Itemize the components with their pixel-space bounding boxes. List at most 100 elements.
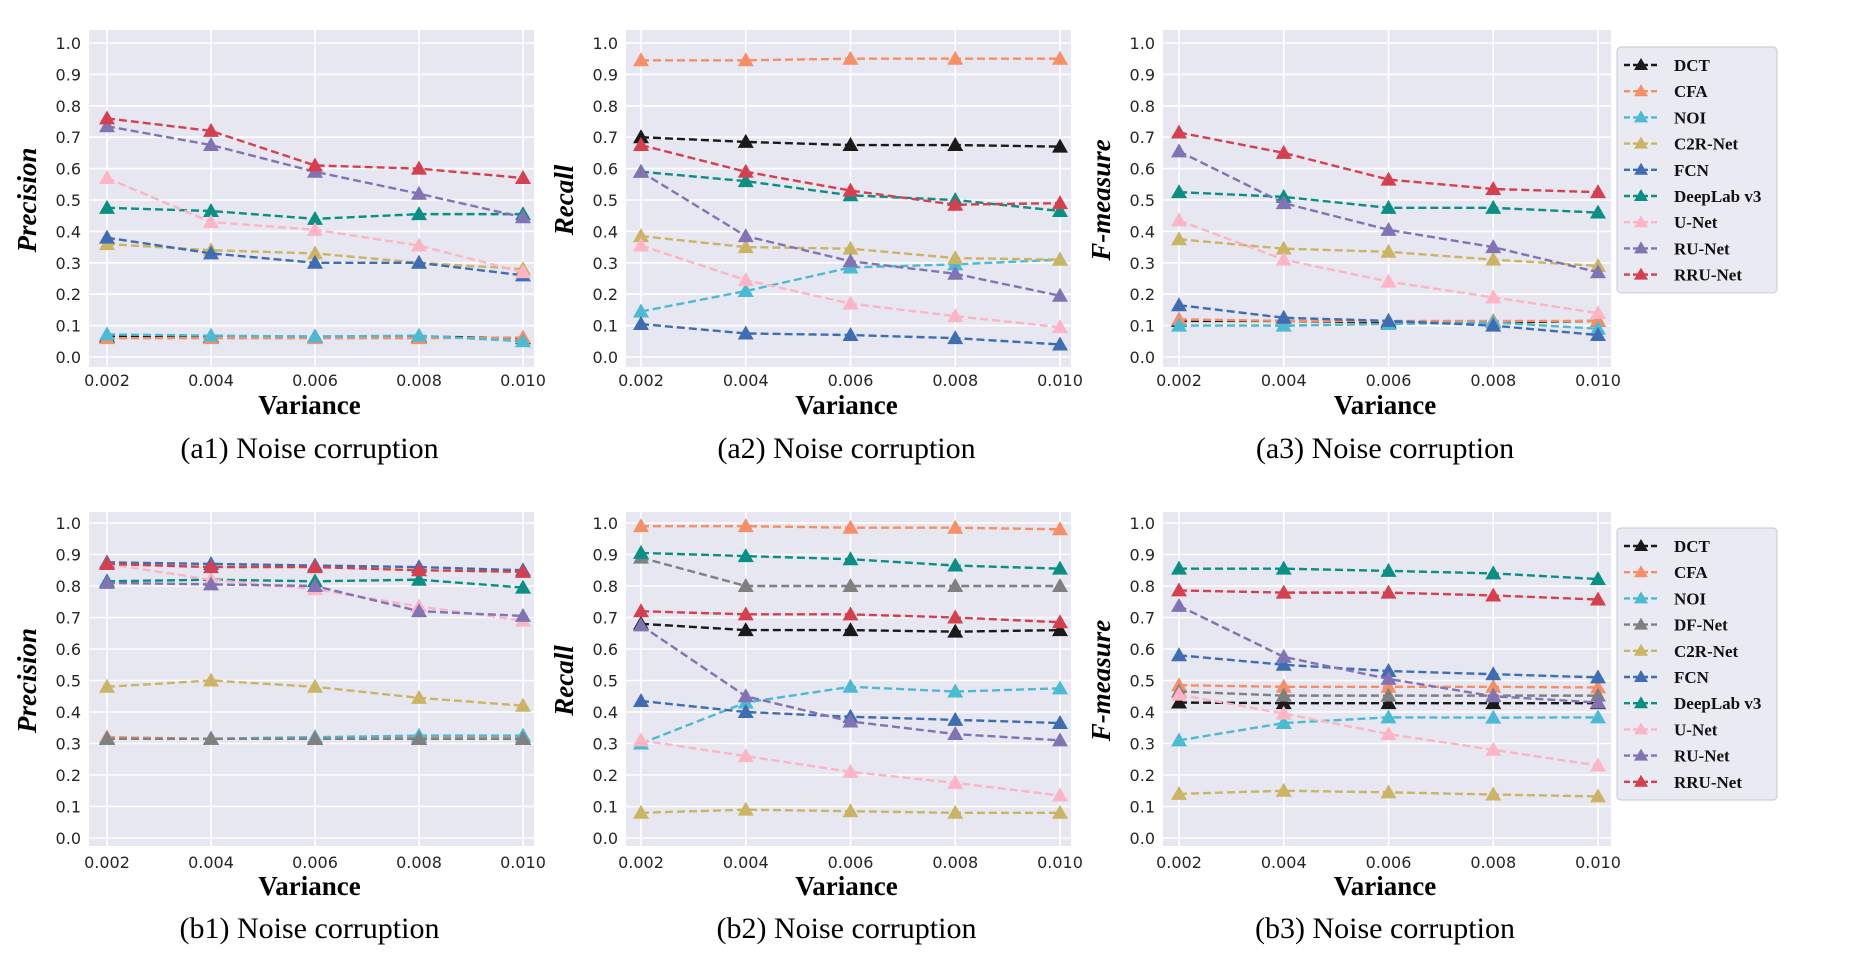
legend-label: C2R-Net <box>1674 642 1739 661</box>
data-point-marker <box>1485 666 1502 681</box>
x-tick-label: 0.006 <box>1366 371 1412 390</box>
data-point-marker <box>1275 251 1292 266</box>
legend-item: DCT <box>1624 537 1711 556</box>
y-tick-label: 0.3 <box>56 254 81 273</box>
series-rru-net <box>99 555 531 578</box>
data-point-marker <box>1485 709 1502 724</box>
x-tick-label: 0.008 <box>396 853 442 872</box>
data-point-marker <box>515 579 531 594</box>
series-ru-net <box>99 574 531 622</box>
legend-item: FCN <box>1624 668 1710 687</box>
data-point-marker <box>1171 686 1187 701</box>
data-point-marker <box>307 157 323 172</box>
data-point-marker <box>1380 695 1397 710</box>
data-point-marker <box>947 726 964 741</box>
y-tick-label: 0.4 <box>593 222 618 241</box>
legend-label: U-Net <box>1674 213 1718 232</box>
y-axis-label: Precision <box>12 628 42 734</box>
data-point-marker <box>1052 804 1068 819</box>
series-line <box>106 125 524 219</box>
x-tick-label: 0.010 <box>1037 853 1083 872</box>
y-tick-label: 0.6 <box>1130 640 1155 659</box>
data-point-marker <box>1275 695 1292 710</box>
data-point-marker <box>737 578 754 592</box>
y-tick-label: 0.1 <box>1130 798 1155 817</box>
data-point-marker <box>947 308 964 323</box>
legend-label: FCN <box>1674 161 1710 180</box>
x-tick-label: 0.002 <box>1156 371 1202 390</box>
data-point-marker <box>1380 687 1397 702</box>
series-fcn <box>1171 297 1606 342</box>
x-tick-label: 0.006 <box>828 853 874 872</box>
y-tick-label: 0.1 <box>1130 317 1155 336</box>
x-tick-label: 0.008 <box>1470 853 1516 872</box>
x-tick-label: 0.004 <box>723 371 769 390</box>
data-point-marker <box>99 555 115 570</box>
data-point-marker <box>411 689 427 704</box>
y-axis-label: F-measure <box>1086 620 1116 743</box>
data-point-marker <box>411 254 427 269</box>
chart-panel-4: 0.0 0.1 0.2 0.3 0.4 0.5 0.6 0.7 0.8 0.9 1.0 0.002 0.… <box>12 512 546 945</box>
x-tick-label: 0.010 <box>500 853 546 872</box>
x-axis-label: Variance <box>258 871 361 901</box>
data-point-marker <box>633 603 649 618</box>
data-point-marker <box>633 137 649 152</box>
data-point-marker <box>947 711 964 726</box>
y-tick-label: 0.9 <box>593 65 618 84</box>
legend-marker <box>1634 189 1648 201</box>
x-tick-label: 0.010 <box>1037 371 1083 390</box>
data-point-marker <box>1380 584 1397 599</box>
data-point-marker <box>1052 578 1068 592</box>
y-tick-label: 0.9 <box>1130 65 1155 84</box>
data-point-marker <box>203 327 219 342</box>
data-point-marker <box>515 170 531 185</box>
data-point-marker <box>842 240 859 255</box>
data-point-marker <box>99 730 115 745</box>
data-point-marker <box>203 559 219 574</box>
y-tick-label: 1.0 <box>593 514 618 533</box>
legend-item: NOI <box>1624 589 1707 608</box>
x-tick-label: 0.008 <box>396 371 442 390</box>
data-point-marker <box>737 173 754 188</box>
series-rru-net <box>633 603 1068 629</box>
legend-box <box>1616 527 1778 801</box>
data-point-marker <box>1171 694 1187 709</box>
data-point-marker <box>1275 687 1292 702</box>
data-point-marker <box>1590 669 1606 684</box>
y-tick-label: 0.0 <box>593 829 618 848</box>
data-point-marker <box>1171 297 1187 312</box>
data-point-marker <box>1590 757 1606 772</box>
legend-label: U-Net <box>1674 720 1718 739</box>
x-tick-label: 0.010 <box>1575 853 1621 872</box>
legend-label: RU-Net <box>1674 747 1730 766</box>
data-point-marker <box>515 607 531 622</box>
data-point-marker <box>842 182 859 197</box>
data-point-marker <box>842 253 859 268</box>
series-fcn <box>633 316 1068 351</box>
data-point-marker <box>737 548 754 563</box>
data-point-marker <box>1052 195 1068 210</box>
data-point-marker <box>1485 688 1502 703</box>
data-point-marker <box>99 574 115 589</box>
legend-label: NOI <box>1674 589 1707 608</box>
data-point-marker <box>1485 565 1502 580</box>
y-tick-label: 0.8 <box>56 577 81 596</box>
y-tick-label: 0.6 <box>593 640 618 659</box>
data-point-marker <box>203 245 219 260</box>
y-tick-label: 0.5 <box>593 672 618 691</box>
y-tick-label: 0.8 <box>593 577 618 596</box>
legend-item: DF-Net <box>1624 616 1728 635</box>
y-tick-label: 0.3 <box>593 254 618 273</box>
legend-label: DeepLab v3 <box>1674 694 1761 713</box>
data-point-marker <box>1590 788 1606 803</box>
data-point-marker <box>1052 202 1068 217</box>
data-point-marker <box>307 730 323 745</box>
plot-background <box>89 30 534 367</box>
data-point-marker <box>203 730 219 745</box>
data-point-marker <box>515 697 531 712</box>
legend-marker <box>1634 774 1648 787</box>
x-tick-label: 0.008 <box>932 853 978 872</box>
y-tick-label: 0.4 <box>56 703 81 722</box>
data-point-marker <box>1171 560 1187 575</box>
data-point-marker <box>1052 50 1068 65</box>
